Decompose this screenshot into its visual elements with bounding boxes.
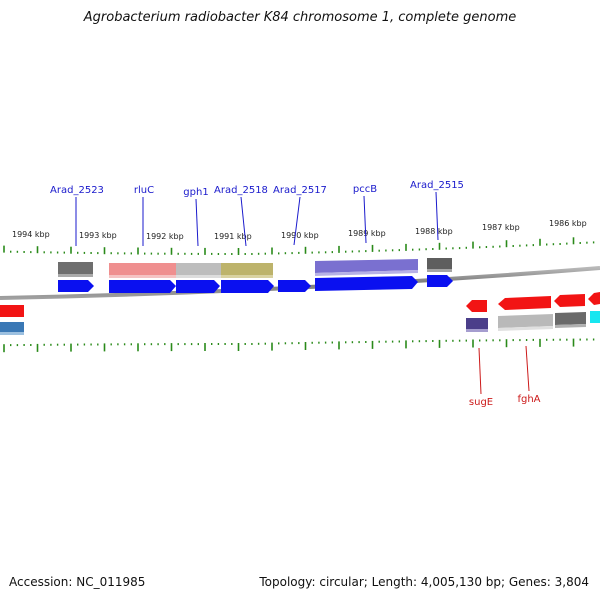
feature-block-shade: [0, 332, 24, 335]
cds-arrow-forward[interactable]: [315, 276, 418, 291]
feature-block-shade: [427, 269, 452, 272]
cds-arrow-forward[interactable]: [58, 280, 94, 292]
feature-block[interactable]: [466, 318, 488, 329]
cds-arrow-reverse[interactable]: [588, 292, 600, 305]
gene-label-gph1[interactable]: gph1: [183, 187, 208, 198]
forward-gene-labels: Arad_2523 rluC gph1 Arad_2518 Arad_2517 …: [50, 180, 464, 247]
reverse-feature-track: [0, 311, 600, 335]
cds-arrow-reverse[interactable]: [0, 305, 24, 317]
feature-block[interactable]: [590, 311, 600, 323]
feature-block-shade: [315, 270, 418, 276]
cds-arrow-reverse[interactable]: [466, 300, 487, 312]
inner-scale-ticks: [3, 338, 595, 353]
feature-block[interactable]: [58, 262, 93, 274]
feature-block[interactable]: [221, 263, 273, 275]
accession-text: Accession: NC_011985: [9, 575, 146, 589]
topology-summary: Topology: circular; Length: 4,005,130 bp…: [259, 575, 589, 589]
cds-arrow-forward[interactable]: [176, 280, 220, 293]
feature-block-shade: [58, 274, 93, 277]
forward-cds-track: [58, 275, 453, 293]
reverse-gene-labels: sugE fghA: [469, 345, 541, 408]
gene-label-pccb[interactable]: pccB: [353, 184, 377, 195]
feature-block-shade: [498, 326, 553, 331]
gene-label-arad-2518[interactable]: Arad_2518: [214, 185, 268, 196]
scale-label: 1992 kbp: [146, 232, 184, 241]
feature-block-shade: [109, 275, 176, 278]
scale-label: 1990 kbp: [281, 231, 319, 240]
feature-block-shade: [176, 275, 221, 278]
scale-label: 1987 kbp: [482, 223, 520, 232]
gene-label-rluc[interactable]: rluC: [134, 185, 154, 196]
gene-label-suge[interactable]: sugE: [469, 397, 493, 408]
scale-label: 1988 kbp: [415, 227, 453, 236]
scale-label: 1994 kbp: [12, 230, 50, 239]
gene-label-fgha[interactable]: fghA: [517, 394, 540, 405]
feature-block[interactable]: [427, 258, 452, 269]
gene-label-arad-2523[interactable]: Arad_2523: [50, 185, 104, 196]
scale-label: 1986 kbp: [549, 219, 587, 228]
map-title: Agrobacterium radiobacter K84 chromosome…: [83, 10, 517, 25]
feature-block[interactable]: [109, 263, 176, 275]
scale-label: 1989 kbp: [348, 229, 386, 238]
gene-label-arad-2515[interactable]: Arad_2515: [410, 180, 464, 191]
forward-feature-track: [58, 258, 452, 278]
feature-block-shade: [555, 324, 586, 328]
reverse-cds-track: [0, 292, 600, 317]
cds-arrow-reverse[interactable]: [554, 294, 585, 307]
cds-arrow-forward[interactable]: [427, 275, 453, 287]
scale-label: 1993 kbp: [79, 231, 117, 240]
cds-arrow-forward[interactable]: [109, 280, 176, 293]
feature-block[interactable]: [498, 314, 553, 328]
gene-label-arad-2517[interactable]: Arad_2517: [273, 185, 327, 196]
feature-block-shade: [466, 329, 488, 332]
cds-arrow-forward[interactable]: [278, 280, 311, 292]
scale-label: 1991 kbp: [214, 232, 252, 241]
cds-arrow-forward[interactable]: [221, 280, 274, 293]
outer-scale-ticks: [3, 237, 595, 255]
scale-labels: 1994 kbp 1993 kbp 1992 kbp 1991 kbp 1990…: [12, 219, 587, 241]
feature-block[interactable]: [0, 322, 24, 332]
feature-block-shade: [221, 275, 273, 278]
feature-block[interactable]: [176, 263, 221, 275]
feature-block[interactable]: [555, 312, 586, 325]
cds-arrow-reverse[interactable]: [498, 296, 551, 310]
feature-block[interactable]: [315, 259, 418, 273]
